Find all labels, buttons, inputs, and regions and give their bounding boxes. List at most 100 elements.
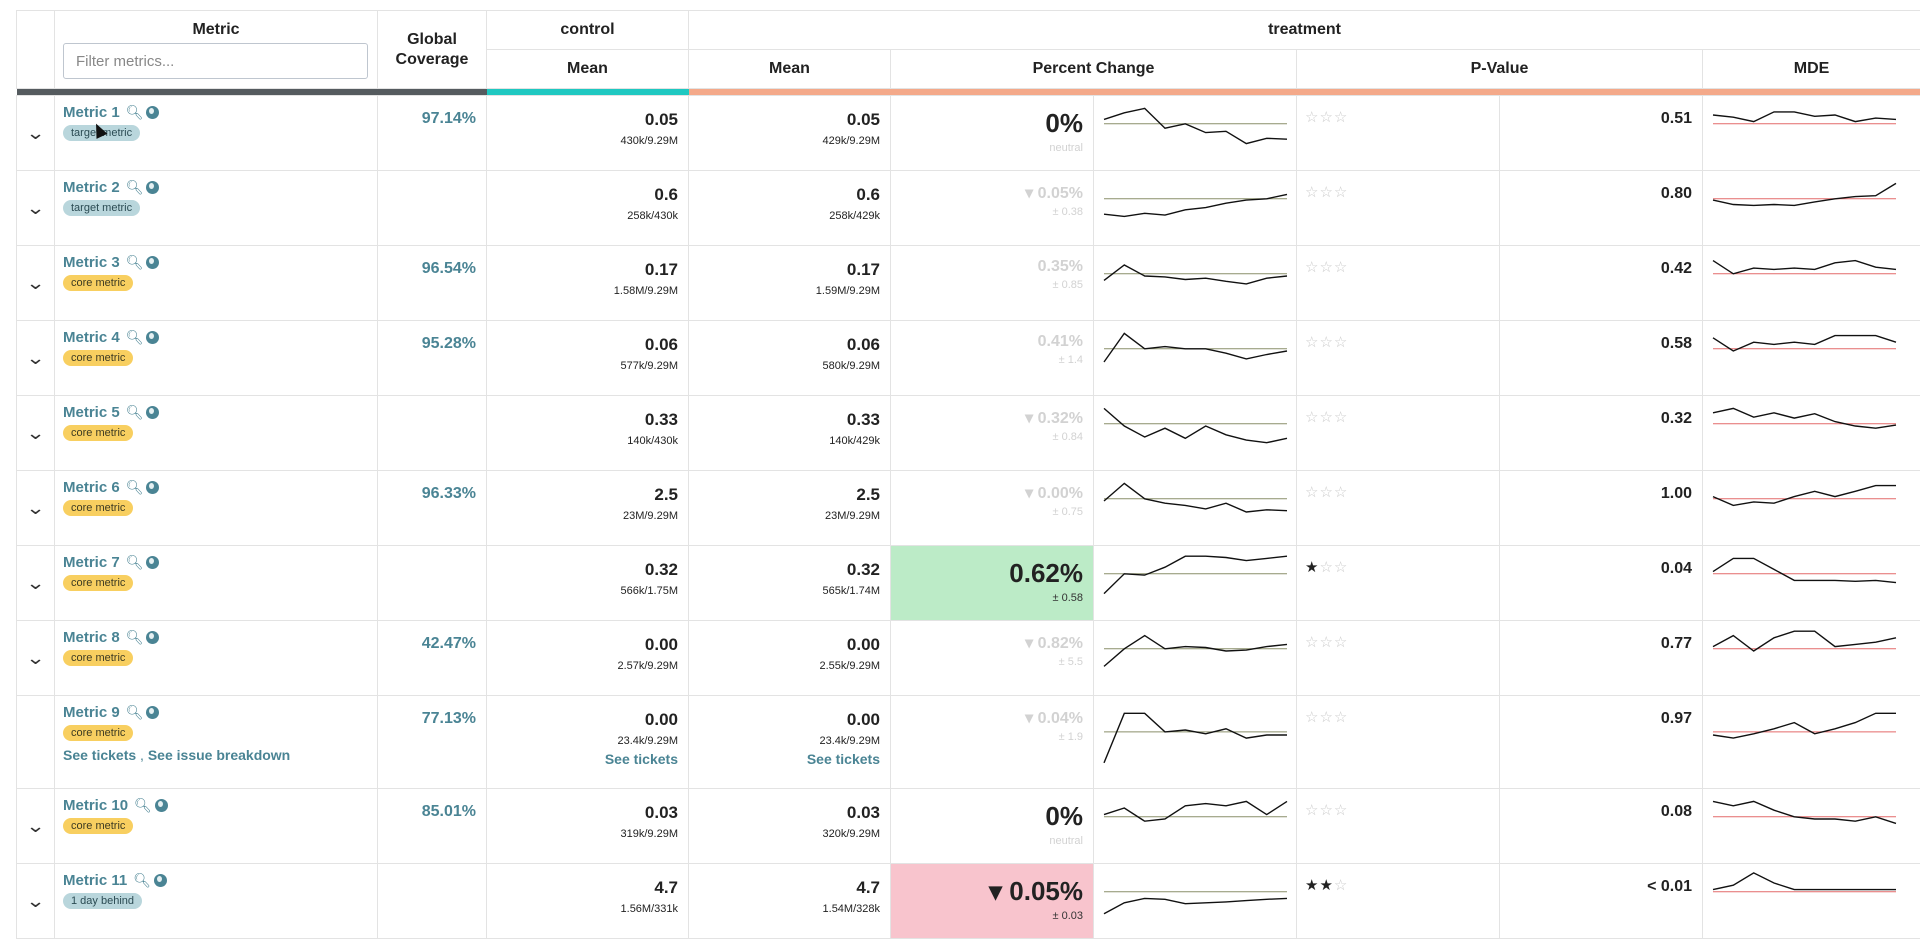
metrics-body: ⌄ Metric 1 🔍︎ target metric 97.14% 0.05 4…	[17, 96, 1920, 939]
percent-change-interval: ± 0.38	[891, 206, 1083, 218]
see-tickets-link[interactable]: See tickets	[63, 747, 136, 763]
see-tickets-link[interactable]: See tickets	[689, 751, 880, 767]
p-value: 0.97	[1500, 696, 1703, 789]
metric-name-link[interactable]: Metric 6	[63, 479, 120, 496]
metric-name-link[interactable]: Metric 2	[63, 179, 120, 196]
metric-name-link[interactable]: Metric 5	[63, 404, 120, 421]
see-issue-breakdown-link[interactable]: See issue breakdown	[148, 747, 290, 763]
sparkline-series-line	[1104, 108, 1287, 143]
percent-change-interval: neutral	[891, 142, 1083, 154]
global-coverage-value: 96.54%	[378, 246, 487, 321]
significance-stars: ☆☆☆	[1297, 246, 1500, 321]
globe-icon[interactable]	[146, 331, 159, 344]
chevron-down-icon[interactable]: ⌄	[26, 573, 46, 594]
search-icon[interactable]: 🔍︎	[126, 404, 144, 421]
search-icon[interactable]: 🔍︎	[126, 104, 144, 121]
globe-icon[interactable]	[146, 106, 159, 119]
expand-chevron-cell[interactable]: ⌄	[17, 471, 55, 546]
metric-name-link[interactable]: Metric 1	[63, 104, 120, 121]
globe-icon[interactable]	[146, 406, 159, 419]
metric-name-link[interactable]: Metric 3	[63, 254, 120, 271]
sparkline-chart	[1703, 321, 1906, 381]
control-mean-value: 0.17	[487, 260, 678, 280]
global-coverage-value: 97.14%	[378, 96, 487, 171]
globe-icon[interactable]	[146, 631, 159, 644]
percent-change-value: ▾ 0.32%	[891, 408, 1083, 428]
expand-chevron-cell[interactable]: ⌄	[17, 246, 55, 321]
percent-change-interval: ± 0.03	[891, 910, 1083, 922]
search-icon[interactable]: 🔍︎	[126, 479, 144, 496]
p-value: < 0.01	[1500, 864, 1703, 939]
globe-icon[interactable]	[146, 706, 159, 719]
control-sample-count: 2.57k/9.29M	[487, 660, 678, 672]
globe-icon[interactable]	[146, 256, 159, 269]
metric-tag: core metric	[63, 500, 133, 516]
chevron-down-icon[interactable]: ⌄	[26, 648, 46, 669]
metric-name-link[interactable]: Metric 7	[63, 554, 120, 571]
metric-name-link[interactable]: Metric 9	[63, 704, 120, 721]
chevron-down-icon[interactable]: ⌄	[26, 348, 46, 369]
search-icon[interactable]: 🔍︎	[126, 629, 144, 646]
p-value-sparkline	[1703, 171, 1920, 246]
expand-chevron-cell[interactable]: ⌄	[17, 171, 55, 246]
chevron-down-icon[interactable]: ⌄	[26, 123, 46, 144]
star-empty-icon: ☆	[1305, 334, 1319, 351]
percent-change-sparkline	[1094, 621, 1297, 696]
percent-change-sparkline	[1094, 546, 1297, 621]
treatment-mean-header[interactable]: Mean	[689, 50, 891, 89]
search-icon[interactable]: 🔍︎	[126, 179, 144, 196]
treatment-sample-count: 23M/9.29M	[689, 510, 880, 522]
significance-stars: ☆☆☆	[1297, 471, 1500, 546]
percent-change-interval: ± 0.85	[891, 279, 1083, 291]
expand-chevron-cell[interactable]: ⌄	[17, 621, 55, 696]
star-empty-icon: ☆	[1319, 109, 1333, 126]
table-row: ⌄ Metric 1🔍︎ target metric 97.14% 0.05 4…	[17, 96, 1920, 171]
control-mean-value: 0.32	[487, 560, 678, 580]
metric-name-link[interactable]: Metric 11	[63, 872, 127, 889]
globe-icon[interactable]	[155, 799, 168, 812]
percent-change-header[interactable]: Percent Change	[891, 50, 1297, 89]
star-empty-icon: ☆	[1319, 634, 1333, 651]
control-mean-header[interactable]: Mean	[487, 50, 689, 89]
percent-change-cell: ▾ 0.05% ± 0.03	[891, 864, 1094, 939]
globe-icon[interactable]	[146, 181, 159, 194]
expand-chevron-cell[interactable]: ⌄	[17, 396, 55, 471]
mde-header[interactable]: MDE	[1703, 50, 1920, 89]
metric-tag: target metric	[63, 200, 140, 216]
treatment-mean-value: 0.05	[689, 110, 880, 130]
sparkline-chart	[1703, 789, 1906, 849]
treatment-mean-cell: 4.7 1.54M/328k	[689, 864, 891, 939]
chevron-down-icon[interactable]: ⌄	[26, 816, 46, 837]
chevron-down-icon[interactable]: ⌄	[26, 273, 46, 294]
search-icon[interactable]: 🔍︎	[126, 329, 144, 346]
chevron-down-icon[interactable]: ⌄	[26, 891, 46, 912]
search-icon[interactable]: 🔍︎	[126, 554, 144, 571]
expand-chevron-cell[interactable]: ⌄	[17, 321, 55, 396]
expand-chevron-cell[interactable]: ⌄	[17, 96, 55, 171]
metric-name-link[interactable]: Metric 8	[63, 629, 120, 646]
filter-metrics-input[interactable]	[63, 43, 368, 79]
chevron-down-icon[interactable]: ⌄	[26, 198, 46, 219]
chevron-down-icon[interactable]: ⌄	[26, 423, 46, 444]
search-icon[interactable]: 🔍︎	[126, 254, 144, 271]
globe-icon[interactable]	[146, 481, 159, 494]
treatment-color-bar	[689, 89, 1920, 96]
expand-chevron-cell[interactable]: ⌄	[17, 546, 55, 621]
expand-chevron-cell[interactable]: ⌄	[17, 696, 55, 789]
table-row: ⌄ Metric 3🔍︎ core metric 96.54% 0.17 1.5…	[17, 246, 1920, 321]
expand-chevron-cell[interactable]: ⌄	[17, 864, 55, 939]
chevron-down-icon[interactable]: ⌄	[26, 498, 46, 519]
see-tickets-link[interactable]: See tickets	[487, 751, 678, 767]
p-value-header[interactable]: P-Value	[1297, 50, 1703, 89]
metric-cell: Metric 4🔍︎ core metric	[55, 321, 378, 396]
global-coverage-header[interactable]: Global Coverage	[378, 11, 487, 89]
globe-icon[interactable]	[146, 556, 159, 569]
search-icon[interactable]: 🔍︎	[126, 704, 144, 721]
globe-icon[interactable]	[154, 874, 167, 887]
star-empty-icon: ☆	[1334, 802, 1348, 819]
search-icon[interactable]: 🔍︎	[133, 872, 151, 889]
metric-cell: Metric 5🔍︎ core metric	[55, 396, 378, 471]
p-value-sparkline	[1703, 621, 1920, 696]
control-mean-value: 0.00	[487, 635, 678, 655]
metric-name-link[interactable]: Metric 4	[63, 329, 120, 346]
